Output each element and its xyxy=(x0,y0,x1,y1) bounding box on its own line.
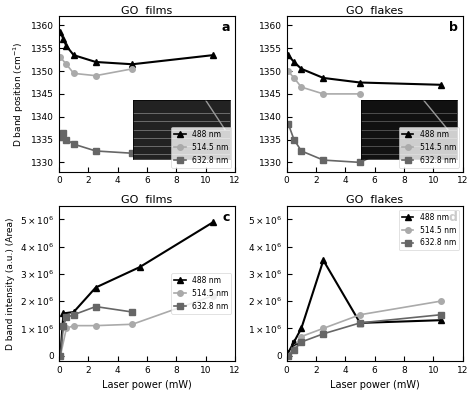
Title: GO  films: GO films xyxy=(121,195,173,205)
Text: c: c xyxy=(222,211,230,223)
Legend: 488 nm, 514.5 nm, 632.8 nm: 488 nm, 514.5 nm, 632.8 nm xyxy=(399,127,459,168)
Title: GO  films: GO films xyxy=(121,6,173,15)
X-axis label: Laser power (mW): Laser power (mW) xyxy=(102,381,192,390)
Y-axis label: D band position (cm$^{-1}$): D band position (cm$^{-1}$) xyxy=(11,41,26,147)
Title: GO  flakes: GO flakes xyxy=(346,6,403,15)
Text: b: b xyxy=(448,21,457,34)
Legend: 488 nm, 514.5 nm, 632.8 nm: 488 nm, 514.5 nm, 632.8 nm xyxy=(171,127,231,168)
Legend: 488 nm, 514.5 nm, 632.8 nm: 488 nm, 514.5 nm, 632.8 nm xyxy=(399,209,459,250)
X-axis label: Laser power (mW): Laser power (mW) xyxy=(330,381,419,390)
Legend: 488 nm, 514.5 nm, 632.8 nm: 488 nm, 514.5 nm, 632.8 nm xyxy=(171,273,231,314)
Text: d: d xyxy=(448,211,457,223)
Title: GO  flakes: GO flakes xyxy=(346,195,403,205)
Y-axis label: D band intensity (a.u.) (Area): D band intensity (a.u.) (Area) xyxy=(6,217,15,350)
Text: a: a xyxy=(221,21,230,34)
